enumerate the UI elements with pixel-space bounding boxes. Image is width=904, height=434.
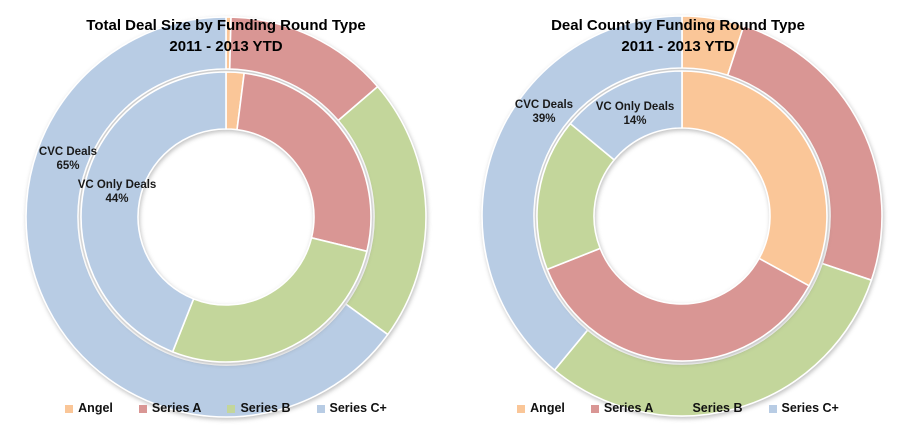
inner-ring	[80, 71, 372, 363]
legend-item: Angel	[65, 401, 113, 415]
legend-item-label: Angel	[78, 401, 113, 415]
chart-title: Deal Count by Funding Round Type 2011 - …	[452, 15, 904, 57]
chart-legend: Angel Series A Series B Series C+	[0, 401, 452, 415]
legend-swatch-icon	[65, 404, 74, 413]
outer-ring-label: CVC Deals 39%	[494, 98, 594, 126]
deal-count-donut	[481, 15, 883, 417]
segment-outer-series-c-	[25, 16, 389, 418]
segment-inner-angel	[681, 70, 828, 287]
chart-legend: Angel Series A Series B Series C+	[452, 401, 904, 415]
chart-title-line1: Total Deal Size by Funding Round Type	[86, 17, 366, 34]
outer-ring-label-name: CVC Deals	[514, 99, 574, 111]
inner-ring	[536, 70, 828, 362]
inner-ring-label-value: 44%	[105, 193, 129, 205]
outer-ring-label: CVC Deals 65%	[18, 145, 118, 173]
legend-swatch-icon	[590, 404, 599, 413]
inner-ring-label-name: VC Only Deals	[595, 101, 675, 113]
segment-inner-series-a	[546, 247, 810, 362]
chart-title-line2: 2011 - 2013 YTD	[169, 38, 283, 55]
total-deal-size-donut	[25, 16, 427, 418]
segment-outer-series-c-	[481, 15, 683, 371]
outer-ring-label-value: 65%	[56, 160, 80, 172]
legend-swatch-icon	[227, 404, 236, 413]
legend-item: Series C+	[768, 401, 839, 415]
segment-inner-series-c-	[569, 70, 683, 161]
legend-swatch-icon	[138, 404, 147, 413]
legend-swatch-icon	[768, 404, 777, 413]
legend-item: Series A	[138, 401, 202, 415]
legend-swatch-icon	[316, 404, 325, 413]
legend-item: Series B	[227, 401, 291, 415]
legend-item-label: Angel	[530, 401, 565, 415]
inner-ring-label: VC Only Deals 44%	[67, 178, 167, 206]
legend-item: Series B	[679, 401, 743, 415]
legend-item-label: Series A	[151, 401, 202, 415]
chart-title: Total Deal Size by Funding Round Type 20…	[0, 15, 452, 57]
legend-item: Series C+	[316, 401, 387, 415]
chart-title-line1: Deal Count by Funding Round Type	[551, 17, 805, 34]
outer-ring	[481, 15, 883, 417]
chart-title-line2: 2011 - 2013 YTD	[621, 38, 735, 55]
outer-ring-label-value: 39%	[532, 113, 556, 125]
legend-item-label: Series A	[603, 401, 654, 415]
segment-inner-series-a	[236, 72, 372, 253]
outer-ring	[25, 16, 427, 418]
legend-item-label: Series C+	[781, 401, 839, 415]
segment-inner-series-b	[171, 237, 368, 363]
inner-ring-label-value: 14%	[623, 115, 647, 127]
inner-ring-label: VC Only Deals 14%	[585, 100, 685, 128]
legend-item-label: Series C+	[329, 401, 387, 415]
chart-total-deal-size: Total Deal Size by Funding Round Type 20…	[0, 15, 452, 418]
legend-item: Series A	[590, 401, 654, 415]
legend-swatch-icon	[679, 404, 688, 413]
legend-item: Angel	[517, 401, 565, 415]
legend-item-label: Series B	[692, 401, 743, 415]
inner-ring-label-name: VC Only Deals	[77, 179, 157, 191]
legend-swatch-icon	[517, 404, 526, 413]
legend-item-label: Series B	[240, 401, 291, 415]
chart-deal-count: Deal Count by Funding Round Type 2011 - …	[452, 0, 904, 434]
outer-ring-label-name: CVC Deals	[38, 146, 98, 158]
segment-inner-series-c-	[80, 71, 227, 353]
